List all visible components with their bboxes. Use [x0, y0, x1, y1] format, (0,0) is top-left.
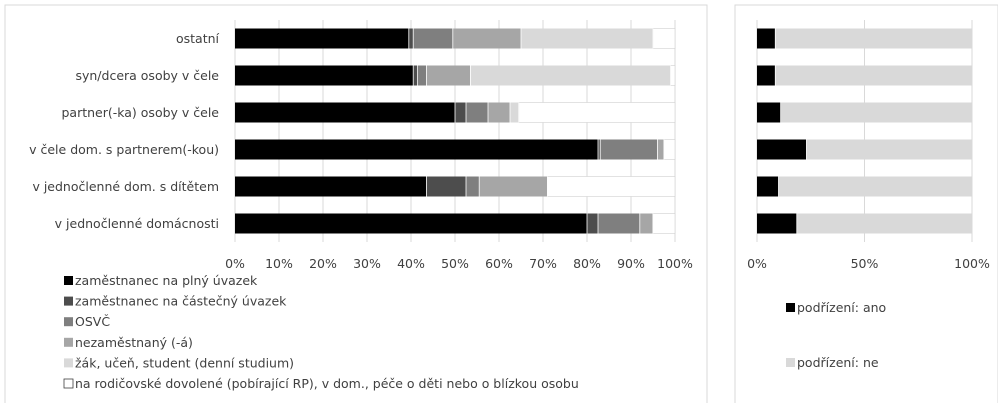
- bar-segment: [470, 65, 671, 86]
- category-label: partner(-ka) osoby v čele: [61, 105, 219, 120]
- bar-segment: [778, 176, 972, 197]
- legend-swatch: [64, 296, 73, 306]
- bar-segment: [757, 28, 776, 49]
- bar-segment: [235, 213, 587, 234]
- bar-segment: [452, 28, 521, 49]
- x-tick-label: 80%: [573, 256, 601, 271]
- bar-segment: [775, 65, 972, 86]
- legend-swatch: [786, 358, 795, 367]
- chart-1: 0% 10% 20% 30% 40% 50% 60% 70% 80% 90% 100% ostatní…: [4, 4, 708, 403]
- bar-segment: [587, 213, 598, 234]
- x-tick-label: 100%: [954, 256, 990, 271]
- bar-segment: [426, 176, 466, 197]
- bar-segment: [757, 213, 797, 234]
- x-tick-label: 70%: [529, 256, 557, 271]
- bar-segment: [235, 28, 409, 49]
- legend-swatch: [64, 317, 73, 327]
- bar-segment: [547, 176, 676, 197]
- legend-label: podřízení: ano: [797, 300, 886, 315]
- bar-segment: [235, 176, 427, 197]
- bar-segment: [510, 102, 519, 123]
- bar-segment: [757, 102, 781, 123]
- category-label: v jednočlenné domácnosti: [55, 216, 219, 231]
- category-label: ostatní: [176, 31, 220, 46]
- x-tick-label: 20%: [309, 256, 337, 271]
- x-tick-label: 40%: [397, 256, 425, 271]
- bar-segment: [652, 28, 676, 49]
- bar-segment: [413, 28, 453, 49]
- x-tick-label: 50%: [441, 256, 469, 271]
- chart-frame: [4, 4, 708, 403]
- chart-2: 0% 50% 100% podřízení: ano podřízení: ne: [734, 4, 998, 403]
- category-label: v čele dom. s partnerem(-kou): [29, 142, 219, 157]
- bar-segment: [652, 213, 676, 234]
- bar-segment: [775, 28, 972, 49]
- bar-segment: [488, 102, 510, 123]
- legend-label: na rodičovské dovolené (pobírající RP), …: [75, 376, 579, 391]
- legend-swatch: [64, 358, 73, 368]
- bar-segment: [455, 102, 466, 123]
- legend-label: nezaměstnaný (-á): [75, 335, 193, 350]
- legend-swatch: [64, 276, 73, 285]
- bar-segment: [796, 213, 972, 234]
- bar-segment: [757, 65, 776, 86]
- x-tick-label: 50%: [851, 256, 879, 271]
- bar-segment: [235, 65, 414, 86]
- legend-label: zaměstnanec na částečný úvazek: [75, 294, 287, 309]
- x-tick-label: 10%: [265, 256, 293, 271]
- x-tick-label: 100%: [657, 256, 693, 271]
- x-tick-label: 60%: [485, 256, 513, 271]
- bar-segment: [408, 28, 414, 49]
- legend-label: žák, učeň, student (denní studium): [75, 355, 294, 370]
- bar-segment: [757, 139, 807, 160]
- x-tick-label: 0%: [747, 256, 767, 271]
- chart-frame: [734, 4, 998, 403]
- bar-segment: [663, 139, 676, 160]
- bar-segment: [806, 139, 972, 160]
- x-tick-label: 30%: [353, 256, 381, 271]
- bar-segment: [466, 176, 480, 197]
- legend-label: OSVČ: [75, 314, 110, 329]
- x-tick-label: 90%: [617, 256, 645, 271]
- bar-segment: [780, 102, 972, 123]
- x-tick-label: 0%: [225, 256, 245, 271]
- bar-segment: [417, 65, 427, 86]
- legend-swatch: [63, 378, 74, 389]
- bar-segment: [413, 65, 418, 86]
- bar-segment: [598, 213, 640, 234]
- bar-segment: [479, 176, 548, 197]
- bar-segment: [466, 102, 488, 123]
- bar-segment: [235, 139, 598, 160]
- bar-segment: [639, 213, 653, 234]
- bar-segment: [518, 102, 676, 123]
- legend-swatch: [64, 337, 73, 347]
- legend-swatch: [786, 303, 795, 312]
- category-label: syn/dcera osoby v čele: [75, 68, 219, 83]
- legend-label: zaměstnanec na plný úvazek: [75, 273, 258, 288]
- bar-segment: [598, 139, 601, 160]
- bar-segment: [235, 102, 455, 123]
- bar-segment: [426, 65, 471, 86]
- bar-segment: [757, 176, 779, 197]
- category-label: v jednočlenné dom. s dítětem: [32, 179, 219, 194]
- bar-segment: [670, 65, 676, 86]
- bar-segment: [521, 28, 653, 49]
- bar-segment: [657, 139, 664, 160]
- bar-segment: [600, 139, 658, 160]
- legend-label: podřízení: ne: [797, 355, 879, 370]
